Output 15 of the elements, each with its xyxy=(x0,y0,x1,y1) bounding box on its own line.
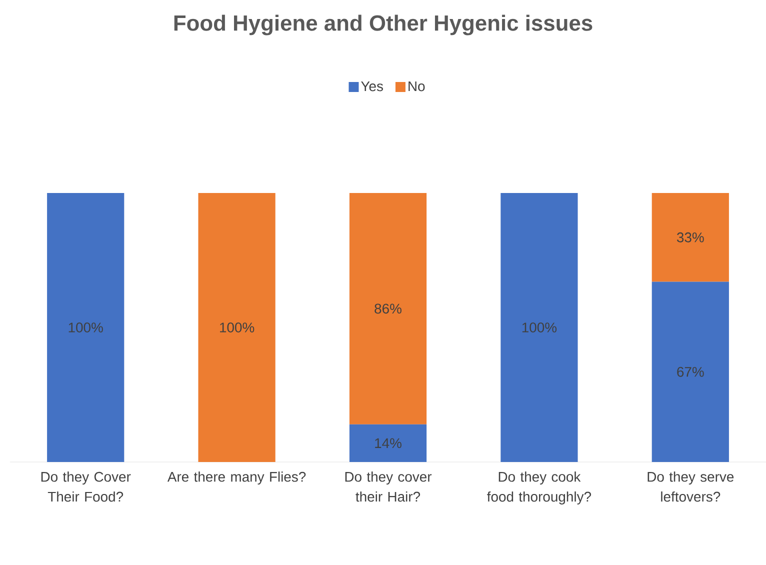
data-label: 100% xyxy=(522,322,557,332)
x-tick-label: Do they serve leftovers? xyxy=(648,472,734,502)
x-tick-label: Do they Cover Their Food? xyxy=(41,472,131,502)
x-tick-label: Are there many Flies? xyxy=(167,472,306,485)
x-tick-label: Do they cover their Hair? xyxy=(345,472,432,502)
data-label: 86% xyxy=(374,304,402,314)
chart-title: Food Hygiene and Other Hygenic issues xyxy=(174,14,592,36)
data-label: 67% xyxy=(677,366,704,377)
data-label: 100% xyxy=(220,322,254,332)
legend-label: No xyxy=(408,81,425,92)
x-tick-label: Do they cook food thoroughly? xyxy=(487,472,592,504)
legend-label: Yes xyxy=(361,81,383,92)
data-label: 14% xyxy=(375,438,402,448)
data-label: 100% xyxy=(68,322,103,332)
data-label: 33% xyxy=(676,232,704,242)
